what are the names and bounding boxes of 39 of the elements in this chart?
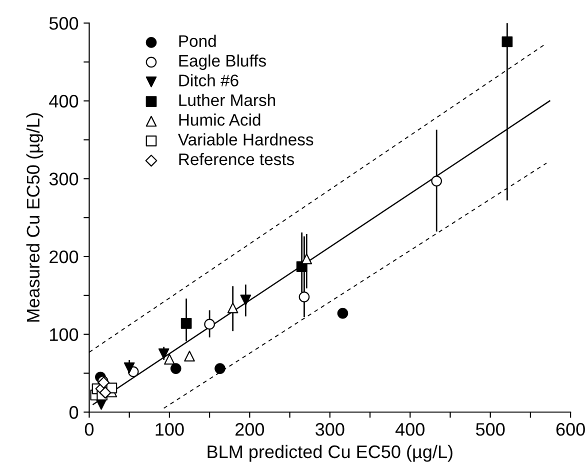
point	[298, 292, 310, 302]
point	[180, 318, 192, 329]
legend-label: Reference tests	[179, 152, 294, 166]
point	[98, 376, 110, 389]
y-tick-label: 0	[69, 406, 78, 419]
point	[99, 386, 112, 399]
point	[227, 302, 238, 314]
point	[337, 308, 348, 319]
y-tick-label: 200	[50, 250, 78, 264]
x-tick-label: 300	[316, 423, 344, 436]
point	[124, 362, 135, 374]
point	[164, 354, 175, 365]
x-tick-label: 100	[156, 423, 184, 436]
point	[184, 350, 195, 362]
point	[431, 176, 442, 186]
x-tick-label: 500	[476, 423, 505, 436]
point	[170, 363, 182, 374]
point	[204, 318, 215, 330]
point	[214, 363, 226, 374]
x-tick-label: 200	[236, 423, 264, 436]
legend-label: Variable Hardness	[178, 133, 314, 146]
x-tick-label: 0	[84, 423, 94, 436]
y-tick-label: 100	[50, 328, 78, 342]
y-axis-title: Measured Cu EC50 (µg/L)	[26, 113, 44, 322]
y-tick-label: 400	[49, 94, 78, 108]
point	[502, 36, 513, 48]
x-tick-label: 600	[556, 423, 585, 436]
x-tick-label: 400	[395, 423, 424, 436]
legend-label: Humic Acid	[179, 114, 260, 126]
point	[301, 253, 312, 264]
point	[240, 294, 252, 306]
legend-label: Ditch #6	[179, 74, 238, 86]
point	[158, 348, 170, 360]
y-tick-label: 500	[49, 17, 78, 30]
x-axis-title: BLM predicted Cu EC50 (µg/L)	[208, 444, 452, 462]
y-tick-label: 300	[49, 172, 78, 186]
legend-label: Eagle Bluffs	[179, 54, 266, 70]
legend-label: Pond	[179, 34, 216, 47]
legend-label: Luther Marsh	[179, 94, 276, 106]
